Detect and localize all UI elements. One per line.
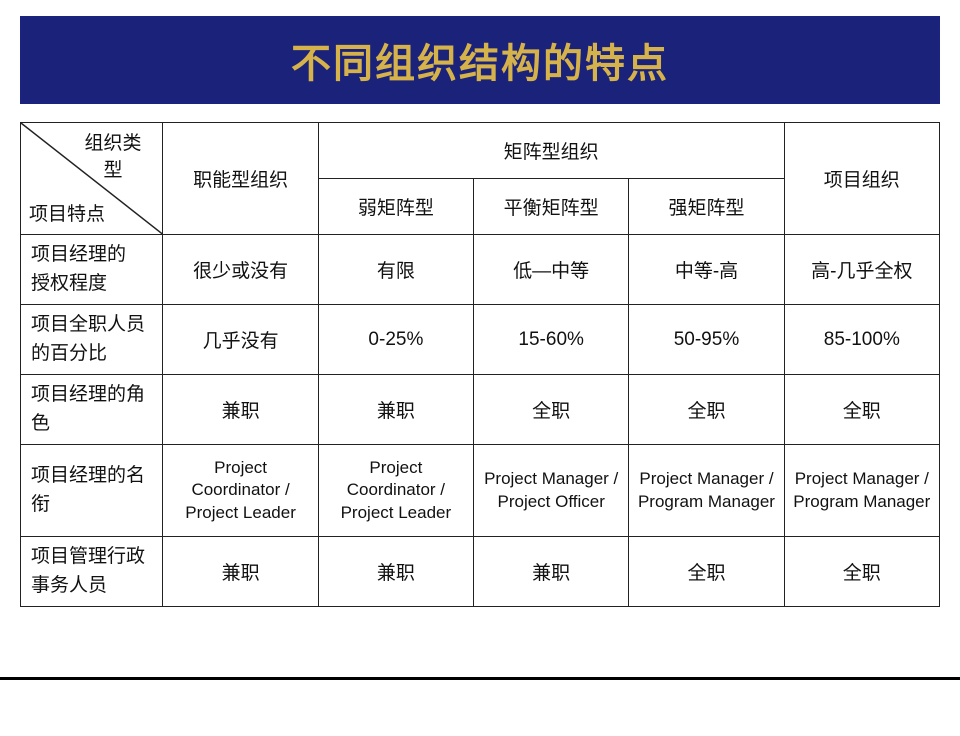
col-matrix-group: 矩阵型组织: [318, 123, 784, 179]
row-label-line: 授权程度: [31, 273, 107, 294]
cell: 15-60%: [474, 305, 629, 375]
row-label-line: 事务人员: [31, 575, 107, 596]
table-row: 项目经理的 授权程度 很少或没有 有限 低—中等 中等-高 高-几乎全权: [21, 235, 940, 305]
corner-top-label: 组织类 型: [78, 131, 149, 184]
corner-top-line1: 组织类: [84, 133, 141, 154]
org-structure-table: 组织类 型 项目特点 职能型组织 矩阵型组织 项目组织 弱矩阵型 平衡矩阵型 强…: [20, 122, 940, 607]
cell: Project Coordinator / Project Leader: [163, 445, 318, 537]
row-label: 项目经理的名 衔: [21, 445, 163, 537]
cell: 兼职: [318, 537, 473, 607]
cell: 85-100%: [784, 305, 939, 375]
cell: 兼职: [163, 375, 318, 445]
col-balanced: 平衡矩阵型: [474, 179, 629, 235]
cell: 低—中等: [474, 235, 629, 305]
row-label-line: 项目管理行政: [31, 546, 145, 567]
cell: 高-几乎全权: [784, 235, 939, 305]
cell: 全职: [784, 537, 939, 607]
corner-top-line2: 型: [103, 160, 122, 181]
slide: 不同组织结构的特点 组织类 型 项目特点 职能型组织: [0, 16, 960, 736]
row-label-line: 项目经理的名: [31, 465, 145, 486]
cell: Project Manager / Program Manager: [784, 445, 939, 537]
row-label-line: 项目全职人员: [31, 314, 145, 335]
row-label-line: 色: [31, 413, 50, 434]
page-title: 不同组织结构的特点: [291, 31, 669, 89]
table-wrap: 组织类 型 项目特点 职能型组织 矩阵型组织 项目组织 弱矩阵型 平衡矩阵型 强…: [20, 122, 940, 607]
col-functional: 职能型组织: [163, 123, 318, 235]
cell: 几乎没有: [163, 305, 318, 375]
table-row: 项目经理的角 色 兼职 兼职 全职 全职 全职: [21, 375, 940, 445]
row-label: 项目经理的角 色: [21, 375, 163, 445]
cell: Project Manager / Program Manager: [629, 445, 784, 537]
cell: 0-25%: [318, 305, 473, 375]
col-weak: 弱矩阵型: [318, 179, 473, 235]
title-bar: 不同组织结构的特点: [20, 16, 940, 104]
footer-divider: [0, 677, 960, 680]
cell: Project Coordinator / Project Leader: [318, 445, 473, 537]
row-label-line: 衔: [31, 494, 50, 515]
row-label-line: 项目经理的: [31, 244, 126, 265]
col-project: 项目组织: [784, 123, 939, 235]
row-label: 项目管理行政 事务人员: [21, 537, 163, 607]
cell: 有限: [318, 235, 473, 305]
cell: 全职: [474, 375, 629, 445]
cell: 全职: [629, 375, 784, 445]
table-row: 项目管理行政 事务人员 兼职 兼职 兼职 全职 全职: [21, 537, 940, 607]
table-header-row-1: 组织类 型 项目特点 职能型组织 矩阵型组织 项目组织: [21, 123, 940, 179]
cell: Project Manager / Project Officer: [474, 445, 629, 537]
cell: 50-95%: [629, 305, 784, 375]
cell: 兼职: [318, 375, 473, 445]
table-row: 项目经理的名 衔 Project Coordinator / Project L…: [21, 445, 940, 537]
cell: 全职: [784, 375, 939, 445]
cell: 全职: [629, 537, 784, 607]
cell: 兼职: [474, 537, 629, 607]
cell: 兼职: [163, 537, 318, 607]
col-strong: 强矩阵型: [629, 179, 784, 235]
corner-cell: 组织类 型 项目特点: [21, 123, 163, 235]
corner-bottom-label: 项目特点: [29, 199, 105, 226]
cell: 中等-高: [629, 235, 784, 305]
row-label: 项目经理的 授权程度: [21, 235, 163, 305]
row-label-line: 的百分比: [31, 343, 107, 364]
row-label-line: 项目经理的角: [31, 384, 145, 405]
table-row: 项目全职人员 的百分比 几乎没有 0-25% 15-60% 50-95% 85-…: [21, 305, 940, 375]
cell: 很少或没有: [163, 235, 318, 305]
row-label: 项目全职人员 的百分比: [21, 305, 163, 375]
